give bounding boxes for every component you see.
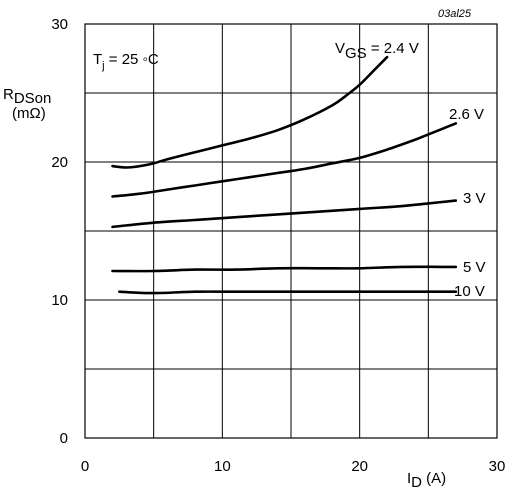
curve-5-v: [111, 265, 458, 273]
temperature-annotation: Tj = 25 ◦C: [93, 51, 159, 72]
y-axis-unit: (mΩ): [12, 105, 46, 122]
curve-10-v: [118, 290, 458, 295]
x-tick-label: 0: [81, 458, 89, 475]
series-label: 10 V: [454, 283, 485, 300]
series-label: 2.6 V: [449, 106, 484, 123]
plot-frame: [84, 23, 498, 439]
series-labels: VGS = 2.4 V 2.6 V 3 V 5 V 10 V: [335, 40, 486, 300]
series-label: VGS = 2.4 V: [335, 40, 419, 62]
grid: [85, 24, 497, 438]
curve-2-6-v: [111, 122, 458, 198]
series-label: 3 V: [463, 190, 486, 207]
y-tick-label: 10: [51, 292, 68, 309]
y-tick-label: 20: [51, 154, 68, 171]
y-tick-label: 0: [60, 430, 68, 447]
x-tick-label: 30: [489, 458, 506, 475]
x-tick-label: 10: [214, 458, 231, 475]
figure-code: 03al25: [438, 8, 472, 20]
tick-labels: 0 10 20 30 0 10 20 30: [51, 16, 505, 475]
x-tick-label: 20: [351, 458, 368, 475]
curves: [111, 55, 458, 295]
y-tick-label: 30: [51, 16, 68, 33]
spacer: [398, 441, 399, 442]
x-axis-label: ID (A): [407, 470, 446, 488]
y-axis-label: RDSon: [3, 86, 51, 107]
series-label: 5 V: [463, 259, 486, 276]
curve-2-4-v: [111, 55, 389, 169]
curve-3-v: [111, 199, 458, 229]
